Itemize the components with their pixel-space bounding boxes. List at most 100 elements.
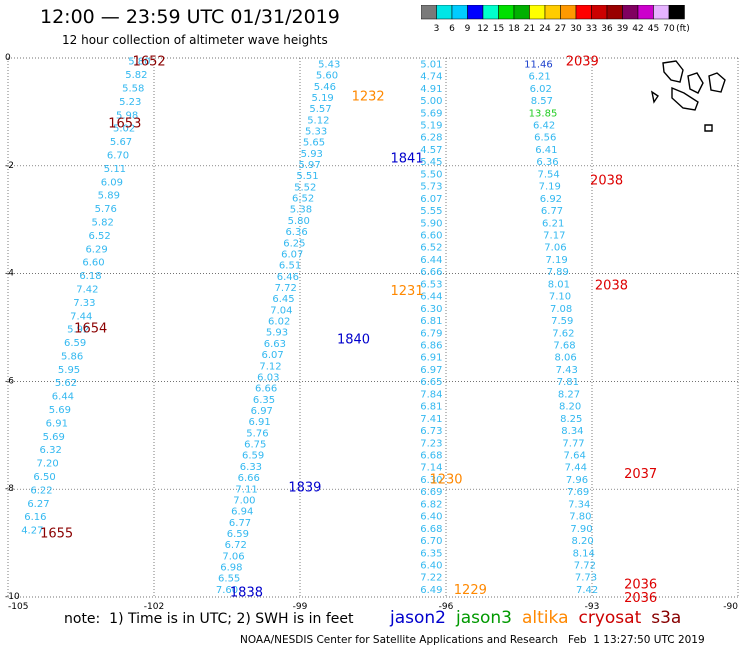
- swh-value: 6.77: [541, 206, 563, 217]
- swh-value: 5.23: [119, 97, 141, 108]
- swh-value: 6.52: [88, 231, 110, 242]
- colorbar-unit: (ft): [676, 24, 690, 34]
- swh-value: 7.72: [275, 283, 297, 294]
- swh-value: 5.50: [420, 169, 442, 180]
- swh-value: 7.96: [566, 475, 588, 486]
- swh-value: 5.57: [309, 104, 331, 115]
- legend-s3a: s3a: [651, 608, 682, 628]
- swh-value: 7.42: [76, 284, 98, 295]
- swh-value: 6.42: [533, 120, 555, 131]
- x-tick-label: -90: [723, 602, 738, 612]
- colorbar: 3 6 9 12 15 18 21 24 27 30 33 36 39 42 45 70 (ft): [421, 5, 690, 34]
- colorbar-label: 33: [586, 24, 597, 34]
- swh-value: 6.50: [33, 472, 55, 483]
- swh-value: 6.69: [420, 487, 442, 498]
- time-label: 1839: [288, 481, 321, 496]
- swh-value: 6.82: [420, 499, 442, 510]
- swh-value: 6.66: [420, 267, 442, 278]
- swh-value: 6.59: [227, 529, 249, 540]
- swh-value: 6.35: [420, 548, 442, 559]
- swh-value: 5.86: [61, 351, 83, 362]
- page-subtitle: 12 hour collection of altimeter wave hei…: [62, 33, 328, 47]
- swh-value: 6.16: [24, 512, 46, 523]
- swh-value: 6.30: [420, 304, 442, 315]
- swh-value: 6.21: [528, 72, 550, 83]
- colorbar-label: 42: [632, 24, 643, 34]
- swh-value: 6.33: [240, 462, 262, 473]
- swh-value: 7.17: [543, 230, 565, 241]
- swh-value: 8.34: [561, 426, 583, 437]
- swh-value: 5.58: [122, 83, 144, 94]
- colorbar-label: 45: [648, 24, 659, 34]
- swh-value: 7.80: [569, 512, 591, 523]
- y-tick-label: -6: [5, 376, 14, 386]
- swh-value: 5.80: [128, 57, 150, 68]
- swh-value: 6.21: [542, 218, 564, 229]
- swh-value: 7.33: [73, 298, 95, 309]
- time-label: 2037: [624, 467, 657, 482]
- swh-value: 6.27: [27, 499, 49, 510]
- time-label: 1655: [40, 526, 73, 541]
- page-title: 12:00 — 23:59 UTC 01/31/2019: [40, 6, 340, 28]
- y-tick-label: 0: [5, 53, 11, 63]
- swh-value: 7.34: [568, 499, 590, 510]
- swh-value: 6.55: [218, 574, 240, 585]
- colorbar-label: 24: [539, 24, 551, 34]
- swh-value: 6.36: [536, 157, 558, 168]
- swh-value: 6.36: [285, 227, 307, 238]
- swh-value: 8.20: [559, 402, 581, 413]
- chart: -105 -102 -99 -96 -93 -90 0 -2 -4 -6 -8 -10 5.80 5.82…: [5, 53, 739, 612]
- colorbar-label: 70: [663, 24, 675, 34]
- time-label: 1653: [108, 117, 141, 132]
- swh-value: 6.91: [420, 353, 442, 364]
- time-label: 1838: [230, 586, 263, 601]
- swh-value: 6.52: [420, 243, 442, 254]
- time-label: 1231: [391, 284, 424, 299]
- swh-value: 5.92: [67, 325, 89, 336]
- island-outline: [671, 86, 699, 111]
- y-tick-label: -8: [5, 484, 14, 494]
- swh-value: 5.97: [298, 160, 320, 171]
- time-label: 2036: [624, 578, 657, 593]
- swh-value: 6.70: [107, 150, 129, 161]
- x-tick-label: -99: [293, 602, 308, 612]
- island-outline: [708, 72, 726, 93]
- swh-value: 6.49: [420, 585, 442, 596]
- swh-value: 6.79: [420, 328, 442, 339]
- swh-value: 5.93: [266, 328, 288, 339]
- swh-value: 5.01: [420, 59, 442, 70]
- y-tick-label: -10: [5, 592, 20, 602]
- x-tick-label: -93: [585, 602, 600, 612]
- time-label: 2038: [590, 173, 623, 188]
- swh-value: 6.44: [52, 392, 74, 403]
- swh-value: 4.57: [420, 145, 442, 156]
- swh-value: 7.89: [547, 267, 569, 278]
- island-outline: [650, 90, 659, 104]
- swh-value: 5.46: [314, 82, 336, 93]
- swh-value: 5.73: [420, 182, 442, 193]
- colorbar-label: 15: [493, 24, 504, 34]
- swh-value: 7.10: [549, 292, 571, 303]
- legend-jason3: jason3: [456, 608, 512, 628]
- swh-value: 7.72: [574, 560, 596, 571]
- swh-value: 5.45: [420, 157, 442, 168]
- swh-value: 5.19: [420, 120, 442, 131]
- swh-value: 6.32: [40, 445, 62, 456]
- swh-value: 6.02: [268, 317, 290, 328]
- legend-cryosat: cryosat: [578, 608, 642, 628]
- swh-value: 8.06: [554, 353, 576, 364]
- swh-value: 5.62: [55, 378, 77, 389]
- swh-value: 6.66: [255, 384, 277, 395]
- swh-value: 4.27: [21, 526, 43, 537]
- swh-value: 6.44: [420, 292, 442, 303]
- swh-value: 6.94: [231, 507, 253, 518]
- swh-value: 5.95: [58, 365, 80, 376]
- swh-value: 6.25: [283, 238, 305, 249]
- time-label: 2039: [566, 55, 599, 70]
- swh-value: 7.43: [556, 365, 578, 376]
- island-outline: [662, 60, 684, 83]
- swh-value: 7.90: [570, 524, 592, 535]
- swh-value: 7.11: [235, 484, 257, 495]
- swh-value: 5.93: [301, 149, 323, 160]
- swh-value: 6.30: [420, 475, 442, 486]
